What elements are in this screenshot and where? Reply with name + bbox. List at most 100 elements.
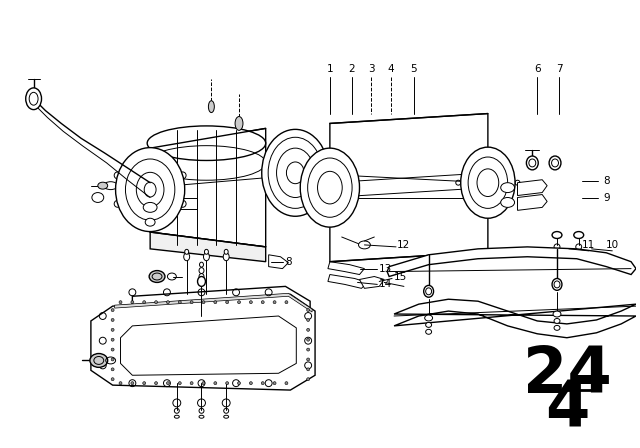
Ellipse shape — [111, 328, 114, 332]
Ellipse shape — [307, 378, 310, 381]
Text: 1: 1 — [326, 64, 333, 74]
Ellipse shape — [426, 329, 431, 334]
Ellipse shape — [250, 382, 252, 385]
Ellipse shape — [166, 301, 170, 304]
Ellipse shape — [549, 156, 561, 170]
Text: 24: 24 — [522, 344, 611, 406]
Ellipse shape — [426, 323, 431, 327]
Ellipse shape — [554, 319, 560, 323]
Text: 10: 10 — [605, 240, 619, 250]
Ellipse shape — [143, 301, 146, 304]
Ellipse shape — [166, 382, 170, 385]
Polygon shape — [387, 247, 636, 276]
Text: 11: 11 — [582, 240, 595, 250]
Ellipse shape — [307, 358, 310, 361]
Text: 6: 6 — [534, 64, 541, 74]
Ellipse shape — [261, 382, 264, 385]
Text: 14: 14 — [380, 280, 392, 289]
Ellipse shape — [273, 382, 276, 385]
Ellipse shape — [199, 267, 204, 274]
Polygon shape — [115, 293, 312, 312]
Ellipse shape — [224, 250, 228, 254]
Ellipse shape — [273, 301, 276, 304]
Ellipse shape — [307, 309, 310, 311]
Ellipse shape — [235, 116, 243, 130]
Text: 7: 7 — [556, 64, 563, 74]
Ellipse shape — [111, 358, 114, 361]
Ellipse shape — [574, 232, 584, 238]
Ellipse shape — [199, 274, 204, 280]
Ellipse shape — [202, 301, 205, 304]
Ellipse shape — [526, 156, 538, 170]
Text: 8: 8 — [285, 257, 292, 267]
Polygon shape — [150, 129, 266, 247]
Ellipse shape — [111, 309, 114, 311]
Ellipse shape — [155, 382, 157, 385]
Ellipse shape — [285, 382, 288, 385]
Ellipse shape — [424, 285, 433, 297]
Ellipse shape — [307, 338, 310, 341]
Ellipse shape — [104, 182, 118, 190]
Ellipse shape — [90, 353, 108, 367]
Ellipse shape — [119, 382, 122, 385]
Text: 3: 3 — [368, 64, 374, 74]
Ellipse shape — [285, 301, 288, 304]
Polygon shape — [518, 180, 547, 195]
Ellipse shape — [116, 148, 185, 232]
Ellipse shape — [204, 250, 209, 254]
Ellipse shape — [143, 202, 157, 212]
Ellipse shape — [131, 301, 134, 304]
Ellipse shape — [237, 382, 241, 385]
Ellipse shape — [307, 328, 310, 332]
Ellipse shape — [145, 218, 155, 226]
Ellipse shape — [200, 262, 204, 267]
Text: 13: 13 — [380, 263, 392, 274]
Ellipse shape — [155, 301, 157, 304]
Ellipse shape — [26, 88, 42, 110]
Ellipse shape — [179, 382, 181, 385]
Text: 4: 4 — [545, 379, 589, 441]
Ellipse shape — [111, 338, 114, 341]
Bar — [157, 198, 196, 209]
Ellipse shape — [204, 253, 209, 261]
Text: 15: 15 — [394, 271, 407, 281]
Text: 8: 8 — [603, 176, 610, 186]
Ellipse shape — [147, 126, 266, 160]
Ellipse shape — [261, 301, 264, 304]
Ellipse shape — [111, 319, 114, 321]
Ellipse shape — [131, 382, 134, 385]
Ellipse shape — [226, 382, 228, 385]
Ellipse shape — [111, 348, 114, 351]
Text: 2: 2 — [348, 64, 355, 74]
Ellipse shape — [553, 311, 561, 317]
Ellipse shape — [198, 276, 205, 286]
Ellipse shape — [500, 183, 515, 193]
Ellipse shape — [237, 301, 241, 304]
Ellipse shape — [202, 382, 205, 385]
Polygon shape — [120, 316, 296, 375]
Ellipse shape — [98, 182, 108, 189]
Ellipse shape — [552, 232, 562, 238]
Polygon shape — [150, 232, 266, 262]
Ellipse shape — [226, 301, 228, 304]
Ellipse shape — [184, 253, 189, 261]
Polygon shape — [360, 276, 384, 289]
Ellipse shape — [307, 368, 310, 371]
Ellipse shape — [190, 382, 193, 385]
Ellipse shape — [190, 301, 193, 304]
Ellipse shape — [111, 368, 114, 371]
Ellipse shape — [119, 301, 122, 304]
Polygon shape — [330, 113, 488, 262]
Ellipse shape — [425, 315, 433, 321]
Polygon shape — [132, 286, 310, 311]
Text: 4: 4 — [388, 64, 394, 74]
Ellipse shape — [185, 250, 189, 254]
Polygon shape — [518, 194, 547, 211]
Ellipse shape — [307, 348, 310, 351]
Ellipse shape — [149, 271, 165, 282]
Ellipse shape — [461, 147, 515, 218]
Polygon shape — [91, 294, 315, 390]
Text: 5: 5 — [410, 64, 417, 74]
Text: 9: 9 — [603, 193, 610, 202]
Ellipse shape — [179, 301, 181, 304]
